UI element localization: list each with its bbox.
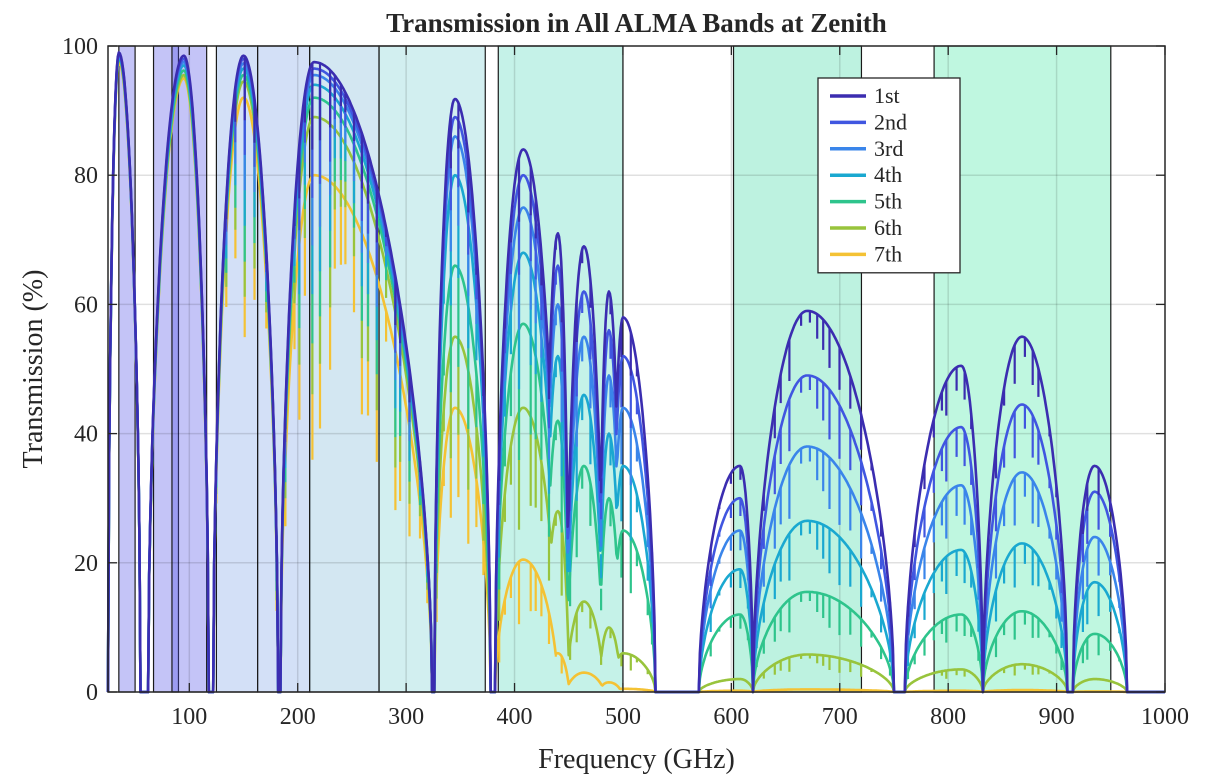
legend-label-3rd: 3rd: [874, 136, 903, 161]
y-tick-label: 80: [74, 163, 98, 189]
x-axis-label: Frequency (GHz): [538, 744, 735, 775]
legend-label-7th: 7th: [874, 241, 902, 266]
x-tick-label: 300: [388, 704, 424, 730]
legend-label-5th: 5th: [874, 189, 902, 214]
tick-marks: [108, 45, 1166, 693]
legend-label-4th: 4th: [874, 162, 902, 187]
y-tick-label: 60: [74, 292, 98, 318]
y-tick-label: 0: [86, 680, 98, 706]
x-tick-label: 200: [280, 704, 316, 730]
legend-label-2nd: 2nd: [874, 109, 907, 134]
legend-label-1st: 1st: [874, 83, 900, 108]
series-curves: [106, 51, 1166, 694]
x-tick-label: 900: [1039, 704, 1075, 730]
x-tick-label: 700: [822, 704, 858, 730]
x-tick-label: 600: [713, 704, 749, 730]
x-tick-label: 400: [497, 704, 533, 730]
legend-label-6th: 6th: [874, 215, 902, 240]
y-tick-label: 100: [62, 34, 98, 60]
series-1st: [106, 51, 1166, 694]
x-tick-label: 800: [930, 704, 966, 730]
band-region-4: [215, 45, 259, 693]
y-tick-label: 20: [74, 551, 98, 577]
x-tick-label: 1000: [1141, 704, 1189, 730]
chart-title: Transmission in All ALMA Bands at Zenith: [386, 8, 887, 38]
x-tick-label: 500: [605, 704, 641, 730]
x-tick-labels: 100 200 300 400 500 600 700 800 900 1000: [171, 704, 1189, 730]
x-tick-label: 100: [171, 704, 207, 730]
y-axis-label: Transmission (%): [18, 270, 49, 469]
y-tick-labels: 0 20 40 60 80 100: [62, 34, 98, 706]
axes-frame: [107, 45, 1166, 693]
curve-1st: [106, 51, 1166, 694]
y-tick-label: 40: [74, 422, 98, 448]
